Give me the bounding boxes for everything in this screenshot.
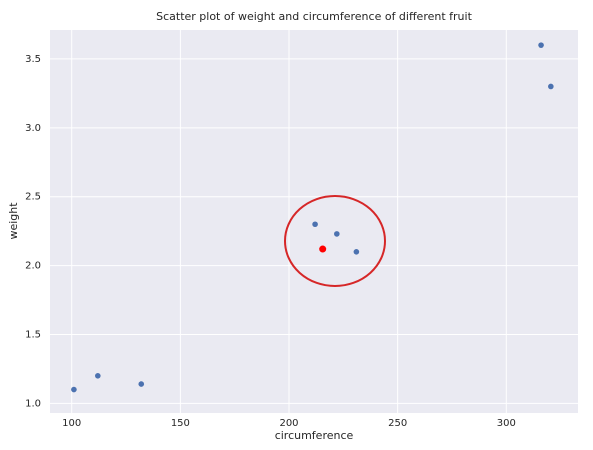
y-axis-label: weight (7, 202, 20, 240)
point (538, 42, 544, 48)
x-tick-label: 250 (388, 418, 407, 429)
point (319, 245, 327, 253)
point (548, 83, 554, 90)
x-tick-label: 200 (279, 418, 298, 429)
x-tick-label: 300 (497, 418, 516, 429)
chart-title: Scatter plot of weight and circumference… (156, 10, 472, 23)
plot-area (50, 30, 578, 413)
x-tick-label: 150 (171, 418, 190, 429)
y-tick-label: 1.5 (25, 329, 41, 340)
grid (50, 30, 578, 413)
x-tick-label: 100 (62, 418, 81, 429)
point (138, 381, 145, 387)
point (95, 373, 101, 379)
y-tick-label: 3.5 (25, 54, 41, 65)
y-tick-label: 1.0 (25, 398, 41, 409)
y-tick-label: 2.0 (25, 261, 41, 272)
point (71, 386, 77, 393)
y-tick-label: 2.5 (25, 192, 41, 203)
points (71, 42, 554, 393)
point (353, 249, 360, 255)
y-tick-label: 3.0 (25, 123, 41, 134)
point (334, 231, 340, 237)
x-axis-label: circumference (275, 429, 354, 442)
point (312, 221, 318, 228)
highlight-circle (284, 195, 386, 287)
